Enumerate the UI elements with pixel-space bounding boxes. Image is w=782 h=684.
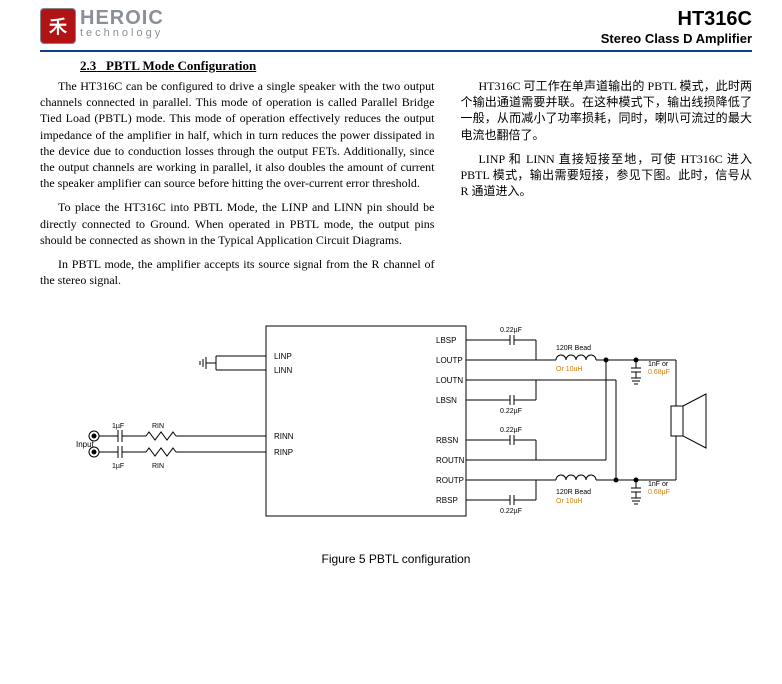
pin-lbsp: LBSP: [436, 336, 456, 345]
pin-lbsn: LBSN: [436, 396, 457, 405]
paragraph-zh-1: HT316C 可工作在单声道输出的 PBTL 模式，此时两个输出通道需要并联。在…: [460, 78, 752, 143]
paragraph-zh-2: LINP 和 LINN 直接短接至地，可使 HT316C 进入 PBTL 模式，…: [460, 151, 752, 200]
cap-bs-3: 0.22µF: [500, 427, 522, 434]
bead-top: 120R Bead: [556, 345, 591, 352]
bead-bot: 120R Bead: [556, 489, 591, 496]
logo-mark: 禾: [40, 8, 76, 44]
snub-bot: 1nF or: [648, 481, 669, 488]
snub-top: 1nF or: [648, 361, 669, 368]
pin-linp: LINP: [274, 352, 292, 361]
section-title-text: PBTL Mode Configuration: [106, 58, 256, 73]
page-header: 禾 HEROIC technology HT316C Stereo Class …: [40, 8, 752, 52]
pin-loutp: LOUTP: [436, 356, 463, 365]
paragraph-en-3: In PBTL mode, the amplifier accepts its …: [40, 256, 434, 288]
pin-routp: ROUTP: [436, 476, 464, 485]
pin-loutn: LOUTN: [436, 376, 463, 385]
column-chinese: HT316C 可工作在单声道输出的 PBTL 模式，此时两个输出通道需要并联。在…: [460, 78, 752, 296]
bead-bot-alt: Or 10uH: [556, 498, 582, 505]
pin-linn: LINN: [274, 366, 292, 375]
pin-rinn: RINN: [274, 432, 294, 441]
res-in-2: RIN: [152, 463, 164, 470]
section-heading: 2.3 PBTL Mode Configuration: [80, 58, 752, 74]
snub-bot-alt: 0.68µF: [648, 489, 670, 496]
body-columns: The HT316C can be configured to drive a …: [40, 78, 752, 296]
logo: 禾 HEROIC technology: [40, 8, 164, 44]
circuit-diagram: LINP LINN 1µF RIN: [76, 316, 716, 526]
cap-in-1: 1µF: [112, 423, 124, 430]
res-in-1: RIN: [152, 423, 164, 430]
logo-title: HEROIC: [80, 8, 164, 28]
logo-subtitle: technology: [80, 28, 164, 39]
pin-rinp: RINP: [274, 448, 293, 457]
pin-routn: ROUTN: [436, 456, 465, 465]
column-english: The HT316C can be configured to drive a …: [40, 78, 434, 296]
cap-bs-1: 0.22µF: [500, 327, 522, 334]
cap-in-2: 1µF: [112, 463, 124, 470]
part-number: HT316C: [601, 8, 752, 31]
bead-top-alt: Or 10uH: [556, 366, 582, 373]
cap-bs-4: 0.22µF: [500, 508, 522, 515]
figure-caption: Figure 5 PBTL configuration: [40, 552, 752, 566]
section-number: 2.3: [80, 58, 96, 73]
pin-rbsn: RBSN: [436, 436, 458, 445]
cap-bs-2: 0.22µF: [500, 408, 522, 415]
paragraph-en-2: To place the HT316C into PBTL Mode, the …: [40, 199, 434, 248]
paragraph-en-1: The HT316C can be configured to drive a …: [40, 78, 434, 191]
pin-rbsp: RBSP: [436, 496, 458, 505]
input-label: Input: [76, 440, 95, 449]
product-subtitle: Stereo Class D Amplifier: [601, 31, 752, 46]
snub-top-alt: 0.68µF: [648, 369, 670, 376]
